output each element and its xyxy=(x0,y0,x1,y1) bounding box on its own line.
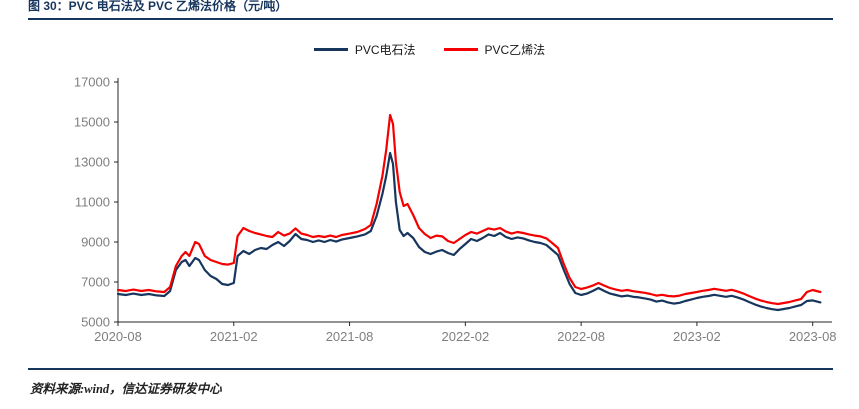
legend-label-pvc-yixifa: PVC乙烯法 xyxy=(484,43,546,57)
legend-label-pvc-dianshifa: PVC电石法 xyxy=(354,43,416,57)
chart-legend: PVC电石法 PVC乙烯法 xyxy=(0,41,859,58)
legend-swatch-red xyxy=(443,48,478,51)
y-tick-label: 9000 xyxy=(81,235,110,250)
y-tick-label: 15000 xyxy=(74,115,110,130)
y-tick-label: 11000 xyxy=(75,195,110,210)
y-tick-label: 13000 xyxy=(74,155,110,170)
x-tick-label: 2023-08 xyxy=(789,329,837,344)
series-line-pvc-dianshifa xyxy=(116,151,822,312)
legend-item-pvc-yixifa: PVC乙烯法 xyxy=(443,41,546,58)
x-tick-label: 2022-02 xyxy=(441,329,489,344)
y-tick-label: 5000 xyxy=(81,315,110,330)
source-note: 资料来源:wind，信达证券研发中心 xyxy=(30,382,222,396)
x-tick-label: 2020-08 xyxy=(94,329,142,344)
footer-divider xyxy=(28,368,833,370)
legend-swatch-navy xyxy=(313,48,348,51)
price-line-chart: 5000 7000 9000 11000 13000 15000 17000 2020-08 2… xyxy=(74,75,837,345)
x-tick-label: 2021-02 xyxy=(210,329,258,344)
x-tick-label: 2023-02 xyxy=(673,329,721,344)
legend-item-pvc-dianshifa: PVC电石法 xyxy=(313,41,416,58)
y-tick-label: 7000 xyxy=(81,275,110,290)
series-line-pvc-yixifa xyxy=(116,113,822,306)
y-tick-label: 17000 xyxy=(74,75,110,90)
chart-title: 图 30：PVC 电石法及 PVC 乙烯法价格（元/吨） xyxy=(28,0,833,20)
chart-area: 5000 7000 9000 11000 13000 15000 17000 2020-08 2… xyxy=(30,70,845,370)
x-tick-label: 2022-08 xyxy=(557,329,605,344)
x-tick-label: 2021-08 xyxy=(326,329,374,344)
